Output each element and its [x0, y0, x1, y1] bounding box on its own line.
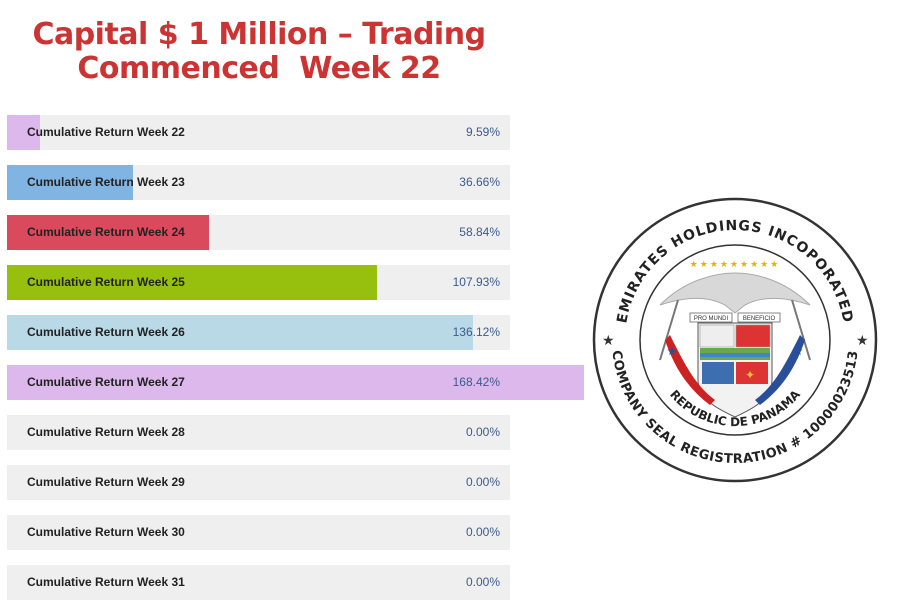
bar-row: Cumulative Return Week 23 36.66%	[7, 165, 510, 200]
svg-text:★★★★★★★★★: ★★★★★★★★★	[690, 259, 781, 269]
bar-row: Cumulative Return Week 28 0.00%	[7, 415, 510, 450]
bar	[7, 115, 40, 150]
svg-text:★: ★	[667, 344, 678, 358]
bar-row: Cumulative Return Week 25 107.93%	[7, 265, 510, 300]
bar-value-label: 9.59%	[465, 125, 500, 139]
bar-row: Cumulative Return Week 31 0.00%	[7, 565, 510, 600]
bar	[7, 165, 133, 200]
bar	[7, 365, 584, 400]
bar	[7, 215, 209, 250]
bar-label: Cumulative Return Week 23	[27, 175, 185, 189]
bar-label: Cumulative Return Week 25	[27, 275, 185, 289]
coat-of-arms-icon: ★★★★★★★★★ PRO MUNDI BENEFICIO ✦ ★ ★	[659, 259, 811, 418]
bar-row: Cumulative Return Week 29 0.00%	[7, 465, 510, 500]
bar-row: Cumulative Return Week 26 136.12%	[7, 315, 510, 350]
bar-label: Cumulative Return Week 22	[27, 125, 185, 139]
seal-star-left-icon: ★	[602, 332, 615, 348]
bar-row: Cumulative Return Week 24 58.84%	[7, 215, 510, 250]
bar-value-label: 136.12%	[452, 325, 500, 339]
bar-value-label: 0.00%	[465, 475, 500, 489]
chart-title-line-2: Commenced Week 22	[77, 51, 441, 86]
bar-value-label: 58.84%	[459, 225, 500, 239]
bar	[7, 265, 377, 300]
chart-title: Capital $ 1 Million – Trading Commenced …	[20, 18, 498, 86]
bar-label: Cumulative Return Week 27	[27, 375, 185, 389]
seal-ribbon-left: PRO MUNDI	[694, 316, 729, 322]
bar-value-label: 0.00%	[465, 575, 500, 589]
bar-label: Cumulative Return Week 30	[27, 525, 185, 539]
bar-label: Cumulative Return Week 28	[27, 425, 185, 439]
bar-row: Cumulative Return Week 27 168.42%	[7, 365, 584, 400]
company-seal-icon: EMIRATES HOLDINGS INCOPORATED COMPANY SE…	[592, 197, 878, 483]
bar-value-label: 168.42%	[452, 375, 500, 389]
bar-value-label: 0.00%	[465, 425, 500, 439]
seal-star-right-icon: ★	[856, 332, 869, 348]
bar-label: Cumulative Return Week 24	[27, 225, 185, 239]
seal-ribbon-right: BENEFICIO	[743, 316, 776, 322]
bar-value-label: 0.00%	[465, 525, 500, 539]
bar-value-label: 107.93%	[452, 275, 500, 289]
chart-title-line-1: Capital $ 1 Million – Trading	[32, 17, 486, 52]
bar-label: Cumulative Return Week 26	[27, 325, 185, 339]
svg-text:★: ★	[793, 344, 804, 358]
bar	[7, 315, 474, 350]
bar-value-label: 36.66%	[459, 175, 500, 189]
svg-text:✦: ✦	[745, 368, 755, 382]
bar-label: Cumulative Return Week 31	[27, 575, 185, 589]
bar-row: Cumulative Return Week 30 0.00%	[7, 515, 510, 550]
bar-label: Cumulative Return Week 29	[27, 475, 185, 489]
bar-row: Cumulative Return Week 22 9.59%	[7, 115, 510, 150]
